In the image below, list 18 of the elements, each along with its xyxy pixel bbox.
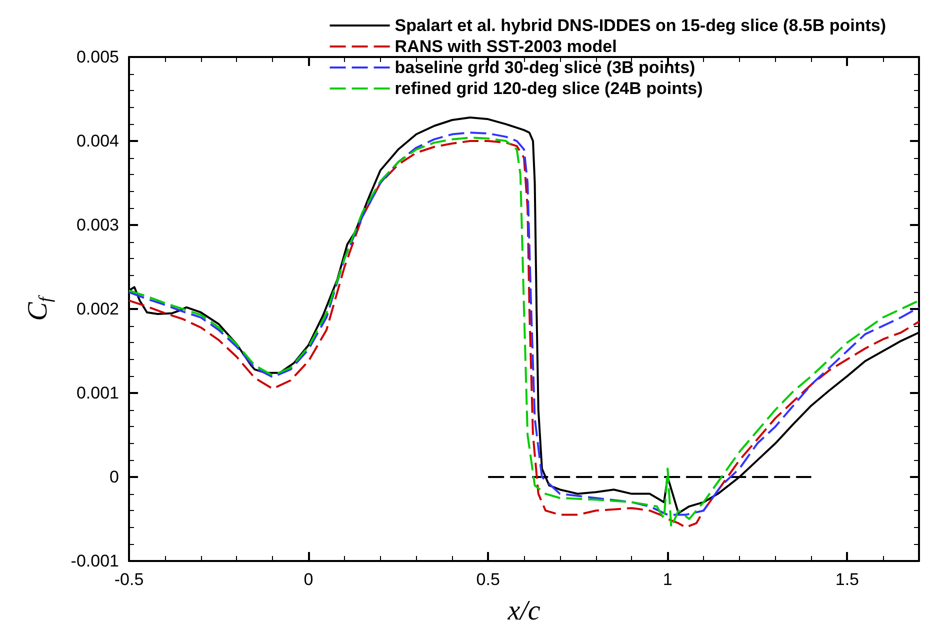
y-tick-label: 0.004 bbox=[76, 132, 119, 150]
x-axis-title: x/c bbox=[506, 596, 541, 626]
y-tick-label: 0 bbox=[110, 468, 119, 486]
legend-label: refined grid 120-deg slice (24B points) bbox=[394, 79, 703, 98]
y-tick-label: 0.003 bbox=[76, 216, 119, 234]
x-tick-label: 0 bbox=[304, 570, 314, 589]
legend-label: RANS with SST-2003 model bbox=[394, 37, 617, 56]
x-tick-label: 0.5 bbox=[476, 570, 500, 589]
y-tick-label: -0.001 bbox=[70, 552, 119, 570]
legend-label: Spalart et al. hybrid DNS-IDDES on 15-deg slice (8.5B points) bbox=[394, 16, 886, 35]
x-tick-label: 1 bbox=[662, 570, 672, 589]
y-tick-label: 0.002 bbox=[76, 300, 119, 318]
x-tick-label: 1.5 bbox=[835, 570, 859, 589]
y-axis-title: Cf bbox=[22, 294, 55, 321]
y-tick-label: 0.001 bbox=[76, 384, 119, 402]
y-tick-label: 0.005 bbox=[76, 48, 119, 66]
x-tick-label: -0.5 bbox=[114, 570, 144, 589]
legend-label: baseline grid 30-deg slice (3B points) bbox=[394, 58, 696, 77]
